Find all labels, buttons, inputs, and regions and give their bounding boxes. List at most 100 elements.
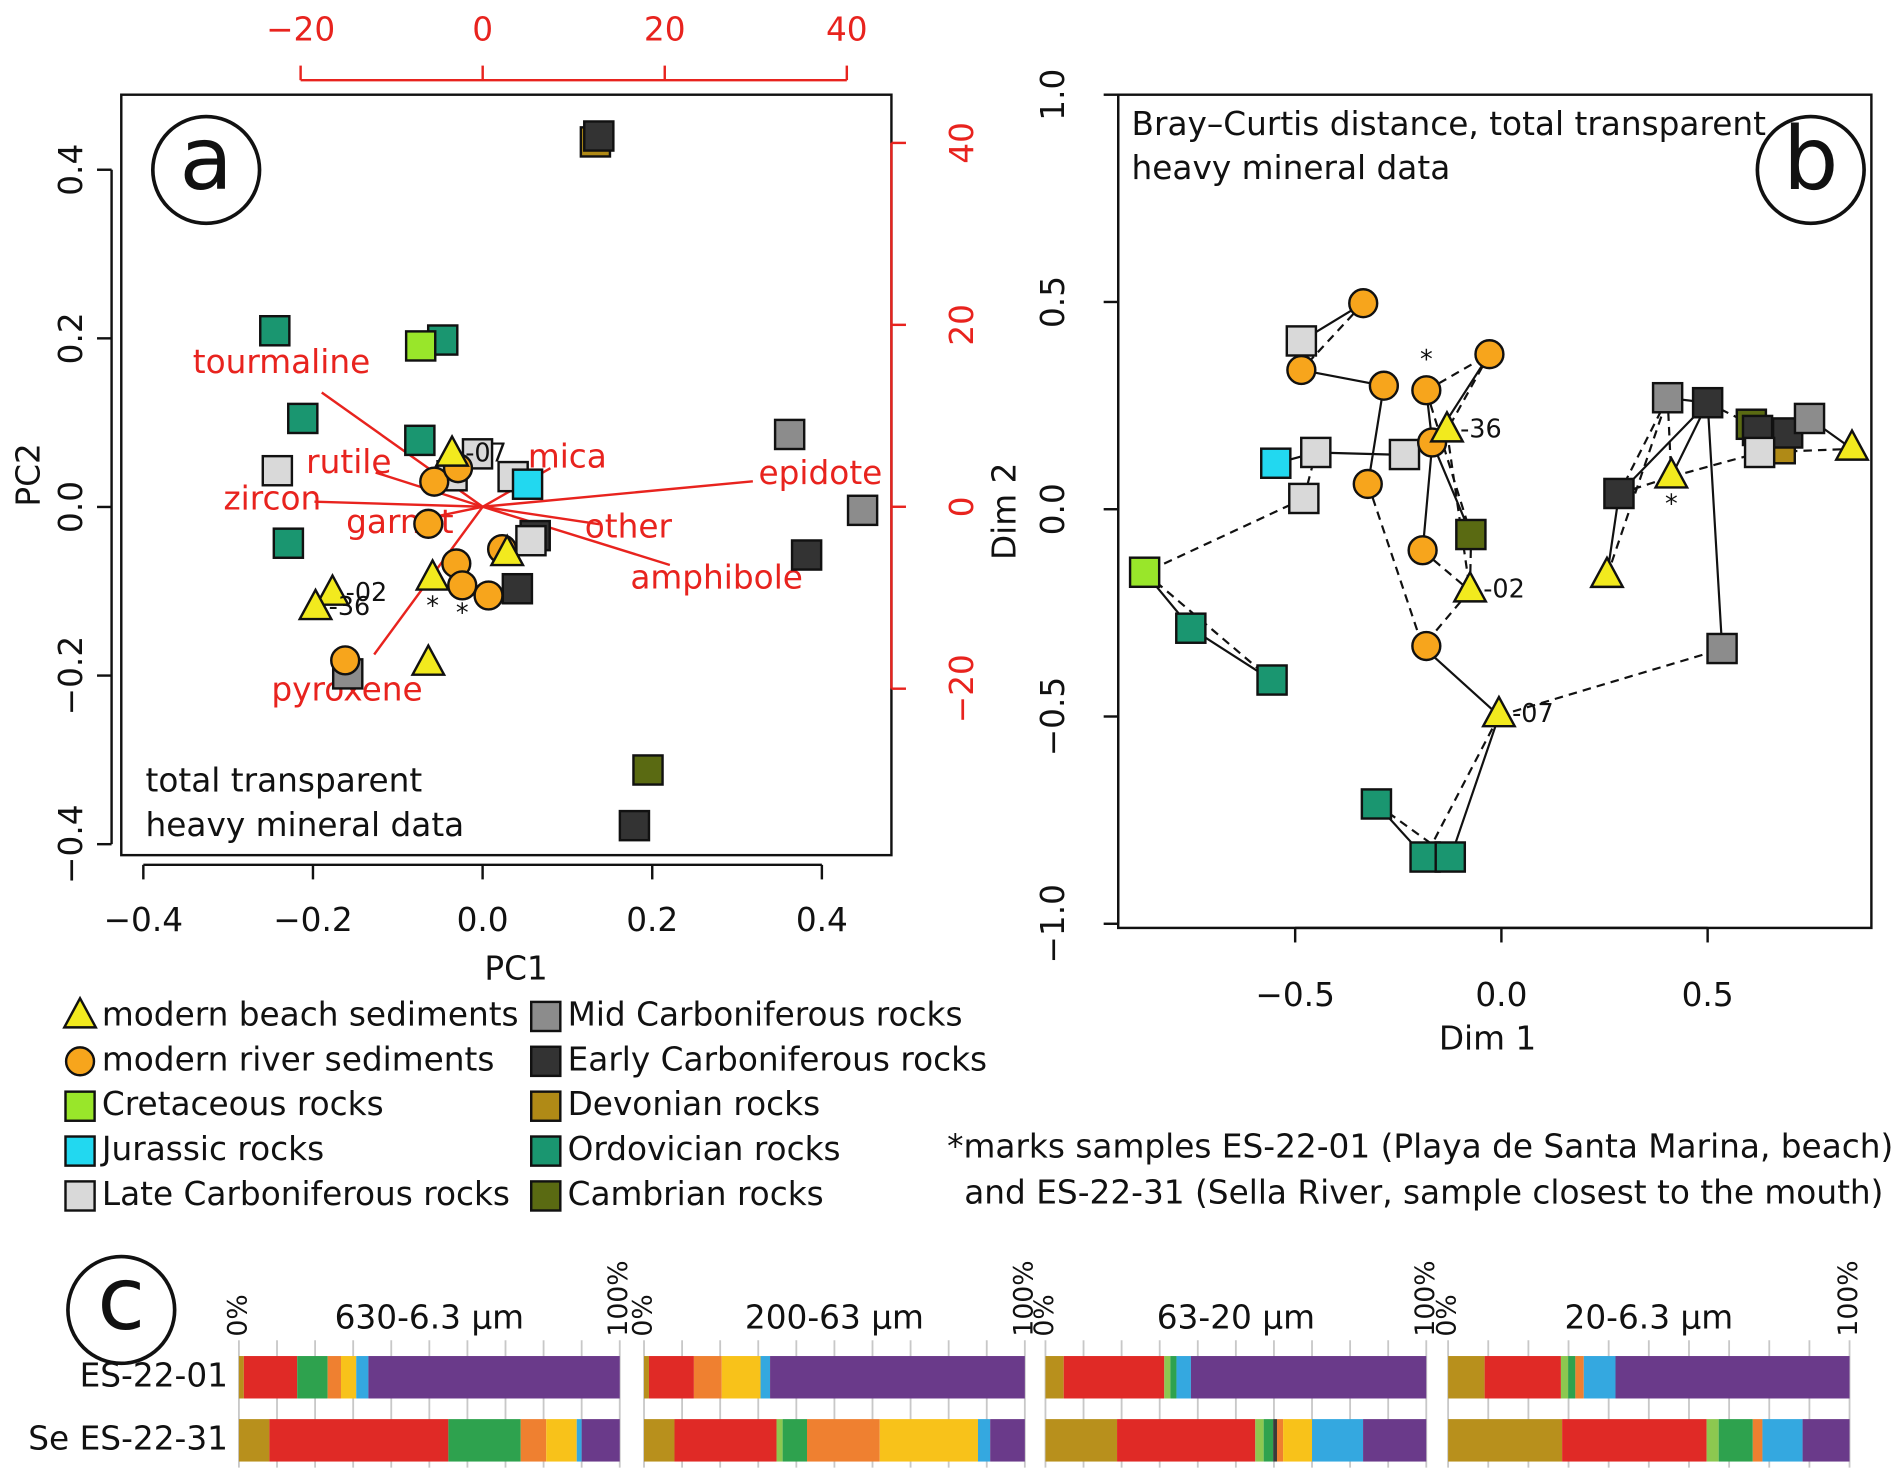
point: [414, 557, 451, 591]
loading-arrow: [482, 505, 600, 526]
tick-label: 40: [943, 122, 981, 164]
bar-segment: [1176, 1356, 1191, 1399]
bar-segment: [238, 1356, 244, 1399]
tick-label: 100%: [1833, 1260, 1864, 1336]
point: [404, 424, 436, 457]
bar-segment: [1560, 1356, 1569, 1399]
bar-segment: [1615, 1356, 1850, 1399]
point: [287, 402, 319, 435]
bar-segment: [340, 1356, 357, 1399]
tick-label: 0.0: [1475, 976, 1527, 1014]
tick-label: 0%: [1029, 1294, 1060, 1336]
tick-label: −0.4: [104, 901, 184, 939]
point: [259, 314, 291, 347]
legend-label: Devonian rocks: [568, 1085, 821, 1123]
bar-segment: [1117, 1419, 1256, 1462]
loading-label: rutile: [306, 443, 391, 481]
bar-segment: [297, 1356, 328, 1399]
point: [1288, 482, 1320, 515]
point-label: -36: [1460, 414, 1502, 444]
tick-label: −0.5: [1034, 677, 1072, 757]
bar-segment: [448, 1419, 521, 1462]
tick-label: 0.2: [52, 312, 90, 364]
bar-segment: [1575, 1356, 1584, 1399]
bar-segment: [1706, 1419, 1719, 1462]
legend-label: Late Carboniferous rocks: [102, 1175, 510, 1213]
point: [1388, 438, 1421, 471]
bar-segment: [576, 1419, 582, 1462]
point: [1429, 409, 1465, 443]
legend-label: Ordovician rocks: [568, 1130, 841, 1168]
legend-label: Cretaceous rocks: [102, 1085, 384, 1123]
panel-title: 630-6.3 µm: [335, 1299, 524, 1337]
panel-label: a: [179, 108, 233, 210]
point: [1260, 447, 1292, 479]
point: [1348, 288, 1379, 319]
point-label: *: [1665, 490, 1678, 520]
tick-label: 100%: [603, 1260, 634, 1336]
point: [272, 527, 305, 559]
bar-segment: [770, 1356, 1025, 1399]
point-label: *: [1420, 345, 1433, 375]
point: [1411, 630, 1442, 662]
bar-segment: [1255, 1419, 1264, 1462]
legend-marker: [64, 1046, 96, 1077]
point: [1407, 535, 1438, 566]
point: [1651, 381, 1684, 414]
point: [404, 330, 437, 362]
legend-marker: [62, 995, 98, 1029]
bar-segment: [243, 1356, 298, 1399]
point: [410, 643, 447, 676]
point: [1411, 375, 1442, 406]
loading-arrow: [482, 480, 753, 508]
legend-label: Jurassic rocks: [100, 1130, 324, 1168]
legend-marker: [530, 1090, 562, 1122]
point: [1128, 556, 1161, 589]
bar-segment: [990, 1419, 1025, 1462]
bar-segment: [1802, 1419, 1850, 1462]
point: [413, 508, 444, 539]
dashed-links: [1144, 302, 1853, 859]
x-axis-label: Dim 1: [1439, 1020, 1536, 1058]
point: [261, 454, 294, 487]
bar-segment: [1752, 1419, 1763, 1462]
bar-segment: [782, 1419, 808, 1462]
point-label: -07: [1512, 699, 1554, 729]
panel-badge: [66, 1254, 177, 1366]
point: [1300, 436, 1332, 469]
point: [419, 466, 450, 497]
y-axis-label: PC2: [9, 443, 47, 506]
bar-segment: [1283, 1419, 1313, 1462]
tick-label: 0%: [222, 1294, 253, 1336]
annotation: total transparent: [146, 761, 423, 799]
point: [434, 433, 470, 467]
bar-segment: [644, 1419, 675, 1462]
tick-label: 40: [826, 11, 868, 49]
legend-label: modern river sediments: [102, 1040, 495, 1078]
bar-segment: [520, 1419, 547, 1462]
tick-label: 1.0: [1034, 69, 1072, 121]
tick-label: 0.5: [1682, 976, 1734, 1014]
bar-segment: [1762, 1419, 1803, 1462]
point: [1706, 632, 1738, 665]
panel-label: b: [1783, 108, 1838, 210]
bar-segment: [1562, 1419, 1707, 1462]
loading-arrow: [482, 505, 671, 567]
bar-segment: [879, 1419, 978, 1462]
panel-badge: [150, 114, 262, 226]
bar-segment: [977, 1419, 991, 1462]
point: [1834, 427, 1870, 461]
tick-label: 0: [472, 11, 493, 49]
point: [314, 573, 351, 606]
annotation: heavy mineral data: [146, 806, 465, 844]
bar-segment: [807, 1419, 880, 1462]
tick-label: 0.4: [796, 901, 848, 939]
loading-arrow: [314, 500, 483, 508]
point: [1481, 694, 1517, 728]
legend-marker: [64, 1135, 96, 1167]
bar-segment: [1045, 1356, 1064, 1399]
point-label: -02: [346, 578, 388, 608]
bar-segment: [238, 1419, 270, 1462]
point: [515, 524, 547, 557]
bar-segment: [1164, 1356, 1171, 1399]
